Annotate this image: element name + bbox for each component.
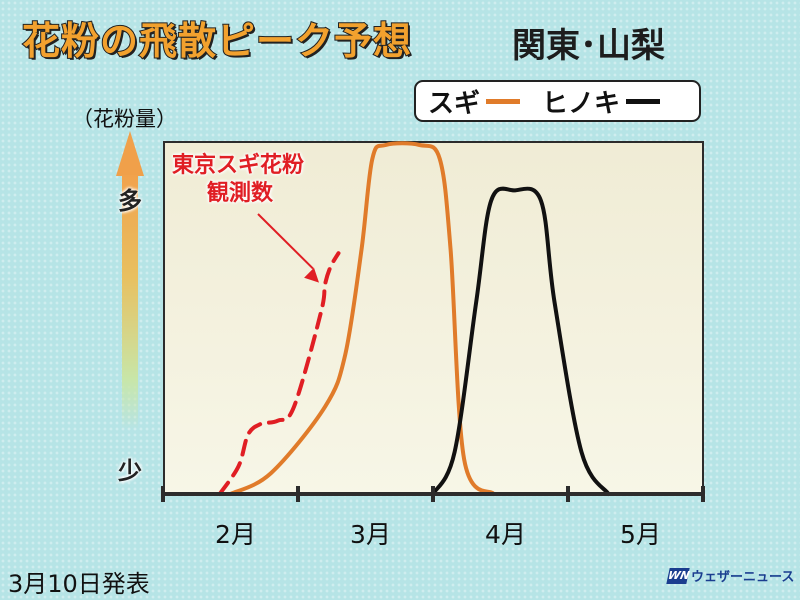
region-subtitle: 関東･山梨 — [512, 26, 665, 66]
brand-name: ウェザーニュース — [691, 570, 795, 585]
y-axis-arrow-shaft — [122, 175, 138, 430]
brand-logo-icon: WN — [666, 567, 691, 584]
x-tick-label: 4月 — [485, 520, 526, 549]
y-axis-low-label: 少 — [118, 457, 142, 485]
y-axis-high-label: 多 — [118, 187, 142, 215]
annotation-label-line2: 観測数 — [207, 181, 274, 206]
x-tick-label: 2月 — [215, 520, 256, 549]
annotation-label-line1: 東京スギ花粉 — [172, 153, 305, 178]
legend-label-hinoki: ヒノキ — [542, 88, 621, 119]
x-tick-label: 5月 — [620, 520, 661, 549]
legend-swatch-hinoki — [626, 98, 661, 104]
legend: スギ ヒノキ — [414, 80, 701, 122]
y-axis-arrow-icon — [116, 131, 144, 176]
x-tick-label: 3月 — [350, 520, 391, 549]
y-axis-unit-label: （花粉量） — [72, 107, 177, 131]
publish-date: 3月10日発表 — [8, 570, 150, 598]
chart-title: 花粉の飛散ピーク予想 — [21, 18, 413, 64]
legend-swatch-sugi — [486, 98, 521, 104]
brand-logo: WN ウェザーニュース — [666, 566, 795, 585]
legend-label-sugi: スギ — [428, 88, 481, 119]
